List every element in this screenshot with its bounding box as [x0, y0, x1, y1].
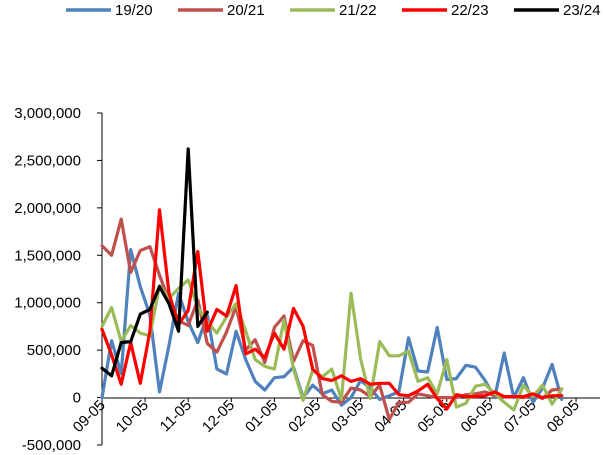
x-tick-label: 05-05 [414, 397, 453, 436]
y-tick-label: 1,000,000 [14, 295, 81, 312]
legend-label-20-21: 20/21 [227, 2, 265, 19]
y-axis: 3,000,000 2,500,000 2,000,000 1,500,000 1,00… [14, 105, 103, 454]
series-line-19-20 [100, 248, 564, 407]
series-line-23-24 [100, 147, 209, 378]
legend-label-22-23: 22/23 [451, 2, 489, 19]
x-tick-label: 11-05 [157, 397, 195, 435]
y-tick-label: 3,000,000 [14, 105, 81, 122]
y-tick-label: 2,000,000 [14, 200, 81, 217]
x-tick-label: 01-05 [242, 397, 281, 436]
x-tick-label: 10-05 [113, 397, 152, 436]
y-tick-label: 2,500,000 [14, 152, 81, 169]
y-tick-label: 0 [73, 390, 81, 407]
legend-label-19-20: 19/20 [115, 2, 153, 19]
x-tick-label: 02-05 [285, 397, 324, 436]
y-tick-label: 1,500,000 [14, 247, 81, 264]
legend: 19/20 20/21 21/22 22/23 23/24 [66, 2, 601, 19]
y-tick-label: 500,000 [27, 342, 81, 359]
legend-label-21-22: 21/22 [339, 2, 377, 19]
series-line-21-22 [100, 278, 564, 412]
plot-lines [100, 147, 564, 421]
y-tick-label: -500,000 [22, 437, 81, 454]
legend-label-23-24: 23/24 [563, 2, 601, 19]
x-tick-label: 12-05 [199, 397, 238, 436]
